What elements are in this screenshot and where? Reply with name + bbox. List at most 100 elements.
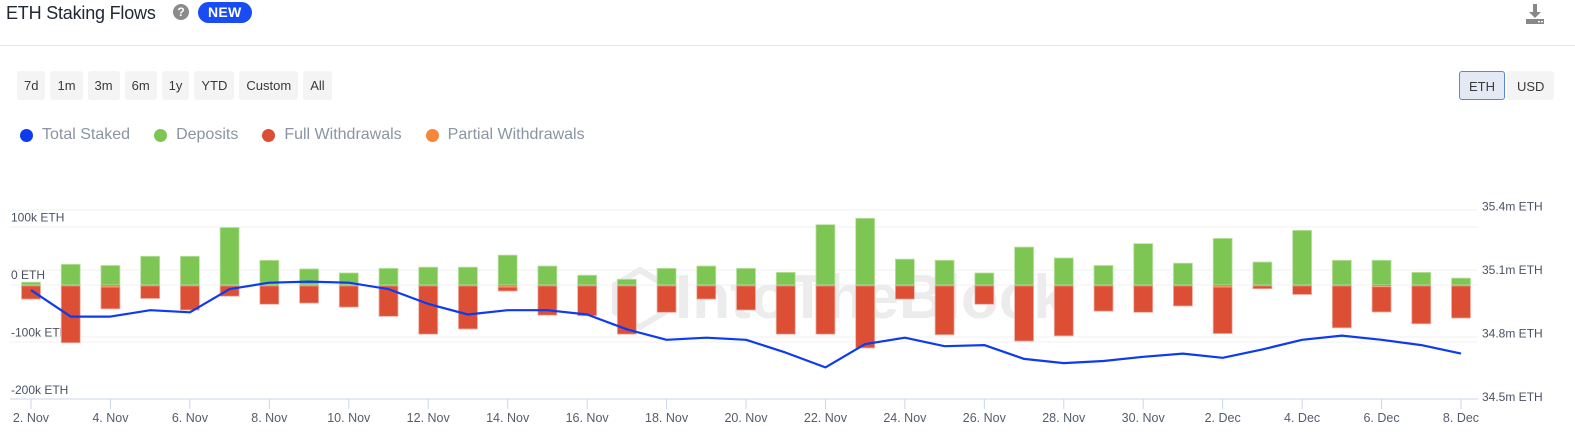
deposit-bar[interactable] xyxy=(1451,277,1471,286)
full-withdrawal-bar[interactable] xyxy=(1093,285,1114,312)
partial-withdrawal-bar[interactable] xyxy=(1014,285,1034,286)
bar-group[interactable] xyxy=(1331,259,1352,329)
partial-withdrawal-bar[interactable] xyxy=(100,285,120,288)
partial-withdrawal-bar[interactable] xyxy=(498,285,518,288)
partial-withdrawal-bar[interactable] xyxy=(696,285,716,286)
full-withdrawal-bar[interactable] xyxy=(1451,285,1471,319)
bar-group[interactable] xyxy=(21,281,41,300)
bar-group[interactable] xyxy=(1173,262,1193,307)
full-withdrawal-bar[interactable] xyxy=(855,285,876,349)
partial-withdrawal-bar[interactable] xyxy=(1054,285,1074,286)
partial-withdrawal-bar[interactable] xyxy=(259,285,279,286)
full-withdrawal-bar[interactable] xyxy=(974,285,995,305)
partial-withdrawal-bar[interactable] xyxy=(617,285,637,286)
full-withdrawal-bar[interactable] xyxy=(577,285,598,317)
total-staked-line[interactable] xyxy=(30,280,1462,369)
unit-button-usd[interactable]: USD xyxy=(1507,71,1555,100)
full-withdrawal-bar[interactable] xyxy=(696,285,717,300)
full-withdrawal-bar[interactable] xyxy=(537,285,558,316)
bar-group[interactable] xyxy=(934,259,955,336)
full-withdrawal-bar[interactable] xyxy=(338,285,359,308)
full-withdrawal-bar[interactable] xyxy=(140,285,161,299)
partial-withdrawal-bar[interactable] xyxy=(1213,285,1233,288)
bar-group[interactable] xyxy=(1093,265,1114,312)
deposit-bar[interactable] xyxy=(974,272,995,286)
deposit-bar[interactable] xyxy=(1173,262,1193,286)
full-withdrawal-bar[interactable] xyxy=(60,285,81,344)
full-withdrawal-bar[interactable] xyxy=(894,285,915,300)
bar-group[interactable] xyxy=(815,224,836,335)
deposit-bar[interactable] xyxy=(1292,229,1313,286)
full-withdrawal-bar[interactable] xyxy=(1411,285,1432,325)
bar-group[interactable] xyxy=(458,266,478,330)
deposit-bar[interactable] xyxy=(378,267,399,286)
full-withdrawal-bar[interactable] xyxy=(179,285,200,311)
deposit-bar[interactable] xyxy=(1212,238,1233,286)
bar-group[interactable] xyxy=(378,267,399,317)
deposit-bar[interactable] xyxy=(616,278,637,286)
partial-withdrawal-bar[interactable] xyxy=(180,285,200,286)
bar-group[interactable] xyxy=(497,254,518,292)
bar-group[interactable] xyxy=(1292,229,1313,295)
full-withdrawal-bar[interactable] xyxy=(1331,285,1352,329)
partial-withdrawal-bar[interactable] xyxy=(1094,285,1113,286)
full-withdrawal-bar[interactable] xyxy=(775,285,796,335)
partial-withdrawal-bar[interactable] xyxy=(974,285,994,286)
full-withdrawal-bar[interactable] xyxy=(1133,285,1154,313)
bar-group[interactable] xyxy=(616,278,637,335)
range-button-all[interactable]: All xyxy=(303,71,332,100)
partial-withdrawal-bar[interactable] xyxy=(776,285,796,286)
deposit-bar[interactable] xyxy=(259,259,280,286)
deposit-bar[interactable] xyxy=(140,255,161,286)
bar-group[interactable] xyxy=(259,259,280,305)
full-withdrawal-bar[interactable] xyxy=(1252,285,1273,290)
deposit-bar[interactable] xyxy=(100,265,121,286)
bar-group[interactable] xyxy=(179,255,200,311)
deposit-bar[interactable] xyxy=(418,266,439,286)
range-button-custom[interactable]: Custom xyxy=(239,71,299,100)
download-icon[interactable] xyxy=(1524,3,1546,25)
bar-group[interactable] xyxy=(577,274,598,317)
partial-withdrawal-bar[interactable] xyxy=(657,285,677,286)
full-withdrawal-bar[interactable] xyxy=(616,285,637,335)
legend-item-deposits[interactable]: Deposits xyxy=(154,126,238,144)
deposit-bar[interactable] xyxy=(815,224,836,286)
question-circle-icon[interactable]: ? xyxy=(173,4,189,20)
partial-withdrawal-bar[interactable] xyxy=(339,285,359,286)
deposit-bar[interactable] xyxy=(497,254,518,286)
bar-group[interactable] xyxy=(775,271,796,335)
deposit-bar[interactable] xyxy=(736,267,756,286)
full-withdrawal-bar[interactable] xyxy=(736,285,756,311)
full-withdrawal-bar[interactable] xyxy=(1371,286,1392,313)
partial-withdrawal-bar[interactable] xyxy=(1372,285,1392,287)
full-withdrawal-bar[interactable] xyxy=(656,285,677,313)
legend-item-partial-withdrawals[interactable]: Partial Withdrawals xyxy=(425,126,585,144)
bar-group[interactable] xyxy=(1014,246,1034,342)
deposit-bar[interactable] xyxy=(1093,265,1114,286)
bar-group[interactable] xyxy=(855,217,876,349)
bar-group[interactable] xyxy=(894,258,915,300)
bar-group[interactable] xyxy=(60,263,81,344)
partial-withdrawal-bar[interactable] xyxy=(220,285,240,286)
full-withdrawal-bar[interactable] xyxy=(21,285,41,300)
full-withdrawal-bar[interactable] xyxy=(934,285,955,336)
deposit-bar[interactable] xyxy=(855,217,876,286)
full-withdrawal-bar[interactable] xyxy=(418,285,439,335)
bar-group[interactable] xyxy=(299,268,319,304)
partial-withdrawal-bar[interactable] xyxy=(140,285,160,286)
partial-withdrawal-bar[interactable] xyxy=(1411,285,1431,286)
bar-group[interactable] xyxy=(338,272,359,308)
full-withdrawal-bar[interactable] xyxy=(259,285,280,305)
bar-group[interactable] xyxy=(1371,259,1392,313)
range-button-ytd[interactable]: YTD xyxy=(194,71,235,100)
bar-group[interactable] xyxy=(219,227,240,297)
legend-item-total-staked[interactable]: Total Staked xyxy=(20,126,130,144)
deposit-bar[interactable] xyxy=(1014,246,1034,286)
deposit-bar[interactable] xyxy=(21,281,41,286)
full-withdrawal-bar[interactable] xyxy=(219,285,240,297)
deposit-bar[interactable] xyxy=(1133,243,1154,286)
bar-group[interactable] xyxy=(656,267,677,313)
deposit-bar[interactable] xyxy=(1371,259,1392,286)
full-withdrawal-bar[interactable] xyxy=(815,285,836,335)
bar-group[interactable] xyxy=(1133,243,1154,313)
